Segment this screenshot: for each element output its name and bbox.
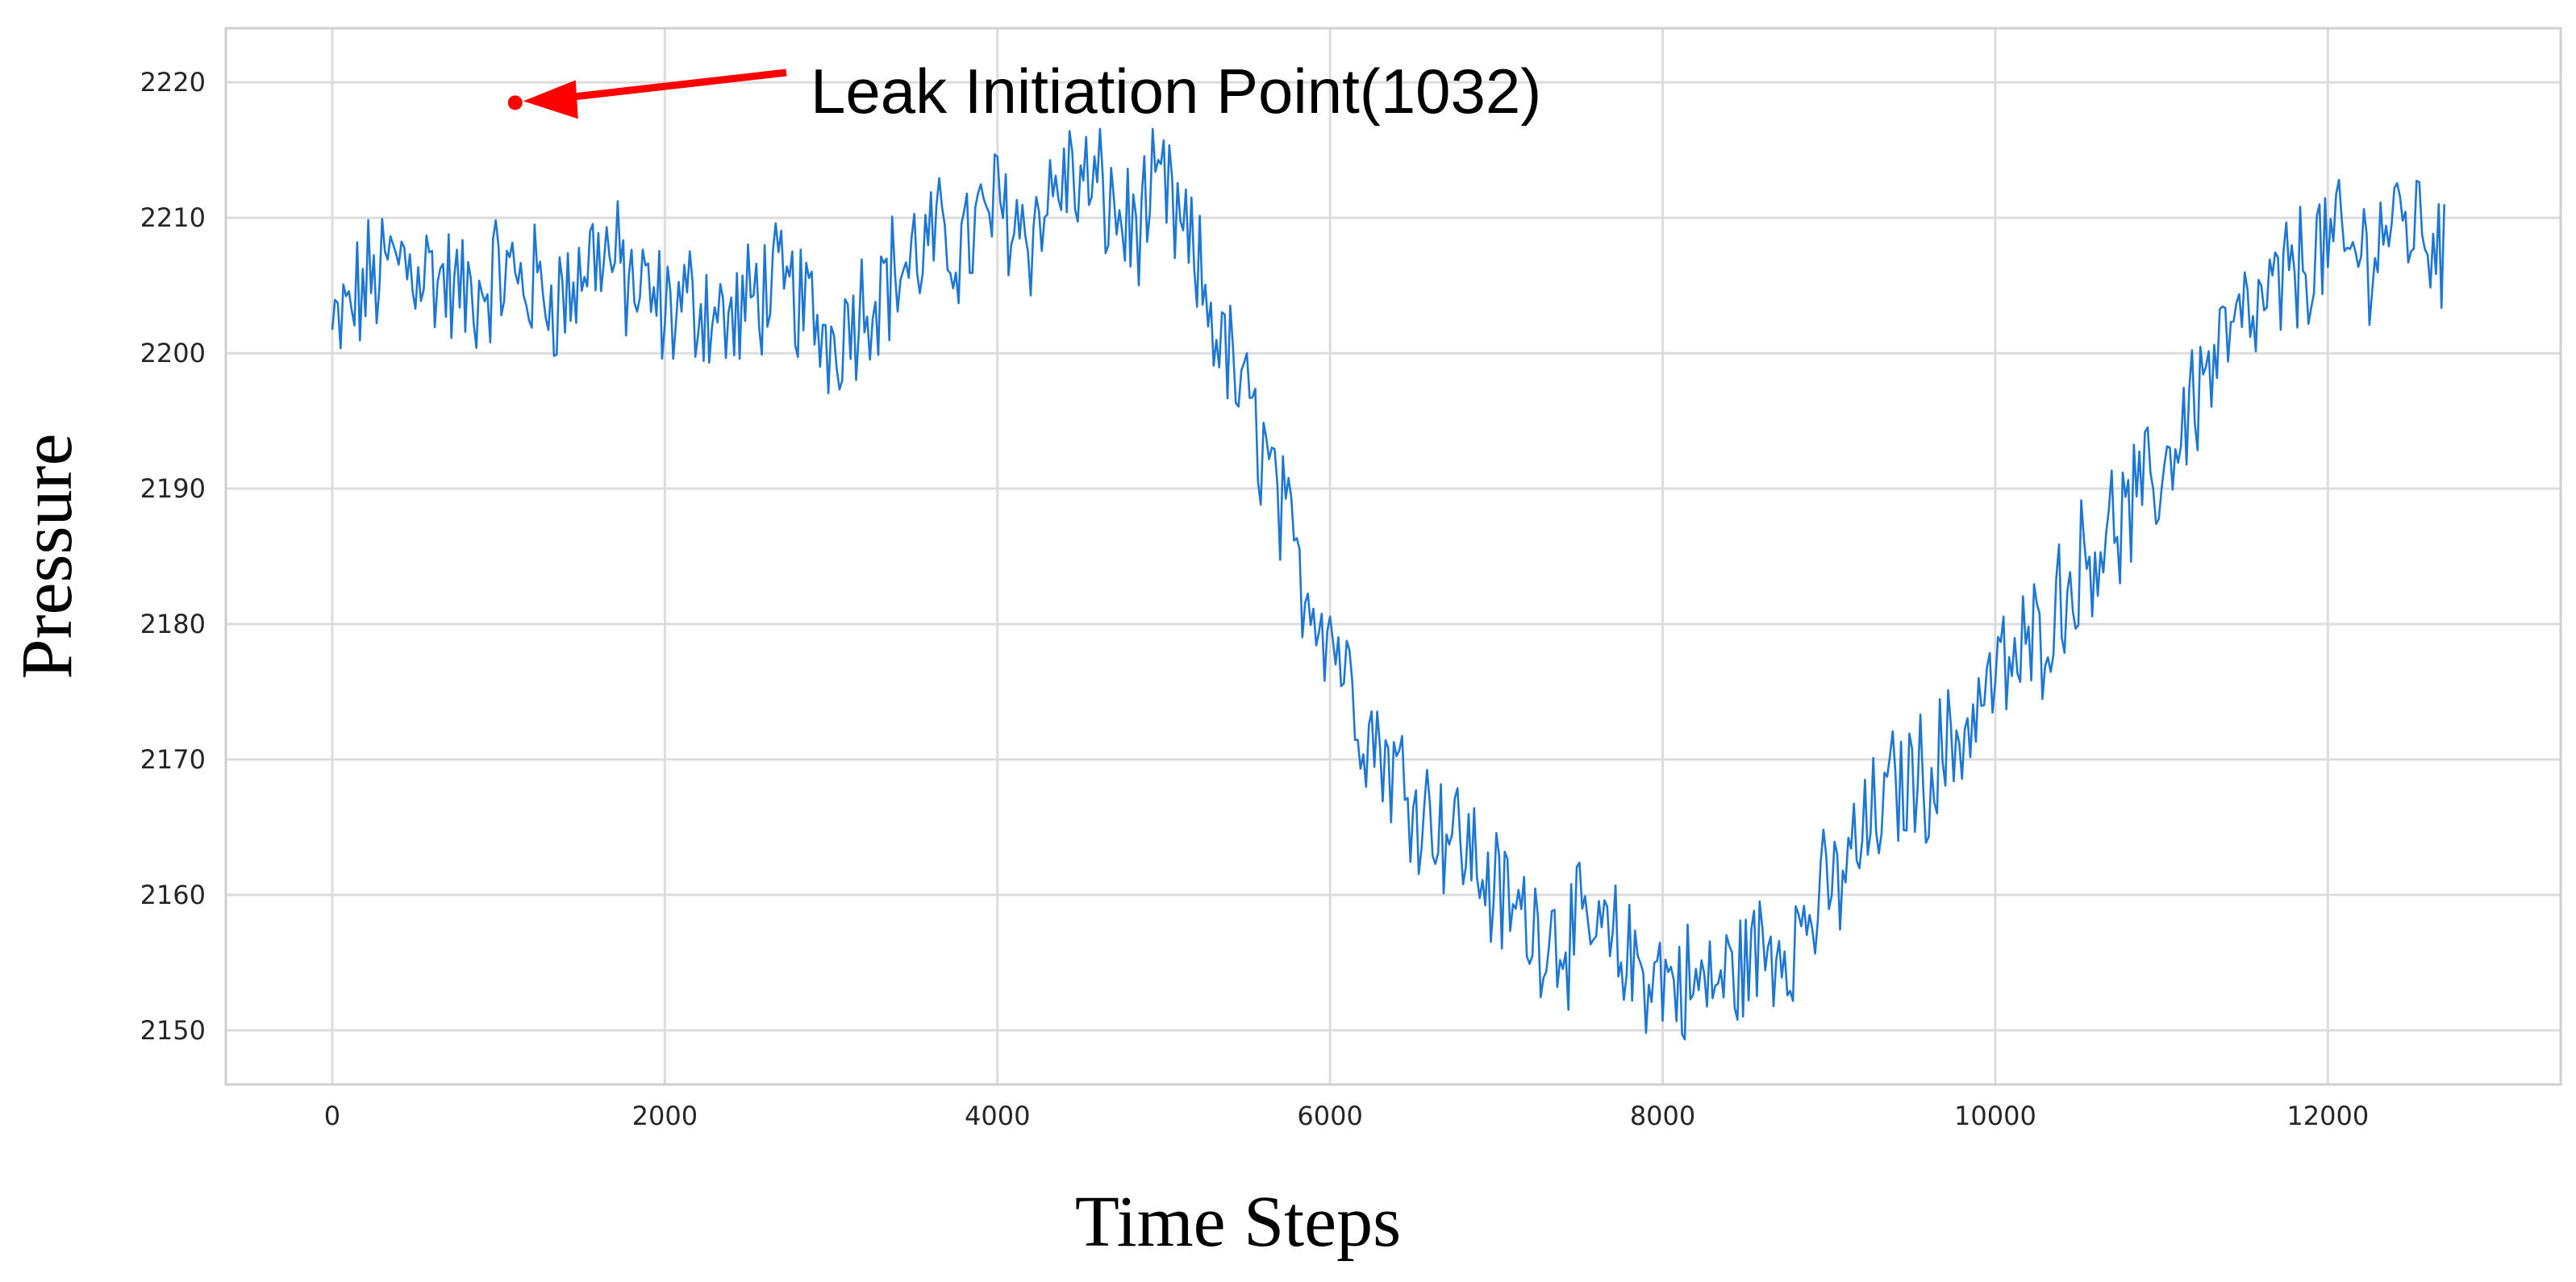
pressure-series-line — [331, 127, 2445, 1041]
x-tick-label: 2000 — [632, 1101, 698, 1131]
annotation-arrow-head — [523, 80, 578, 119]
y-tick-label: 2200 — [140, 338, 206, 368]
y-axis-title: Pressure — [7, 434, 87, 680]
annotation-layer: Leak Initiation Point(1032) — [507, 56, 1541, 127]
x-tick-label: 0 — [324, 1101, 340, 1131]
y-tick-label: 2170 — [140, 744, 206, 775]
x-tick-label: 6000 — [1297, 1101, 1362, 1131]
leak-point-marker — [507, 95, 523, 110]
grid-layer — [226, 28, 2561, 1084]
annotation-label: Leak Initiation Point(1032) — [811, 56, 1541, 127]
y-tick-label: 2150 — [140, 1015, 206, 1046]
x-tick-label: 4000 — [965, 1101, 1030, 1131]
series-layer — [331, 127, 2445, 1041]
y-tick-label: 2180 — [140, 609, 206, 639]
tick-labels: 2150 2160 2170 2180 2190 2200 2210 2220 0 2000 400… — [140, 67, 2370, 1131]
x-tick-label: 10000 — [1954, 1101, 2036, 1131]
x-tick-label: 12000 — [2286, 1101, 2369, 1131]
y-tick-label: 2190 — [140, 473, 206, 504]
x-tick-label: 8000 — [1630, 1101, 1695, 1131]
y-tick-label: 2220 — [140, 67, 206, 98]
x-axis-title: Time Steps — [1075, 1182, 1401, 1262]
plot-area-frame — [224, 27, 2562, 1086]
y-tick-label: 2160 — [140, 880, 206, 910]
annotation-arrow-shaft — [535, 69, 787, 105]
y-tick-label: 2210 — [140, 202, 206, 233]
